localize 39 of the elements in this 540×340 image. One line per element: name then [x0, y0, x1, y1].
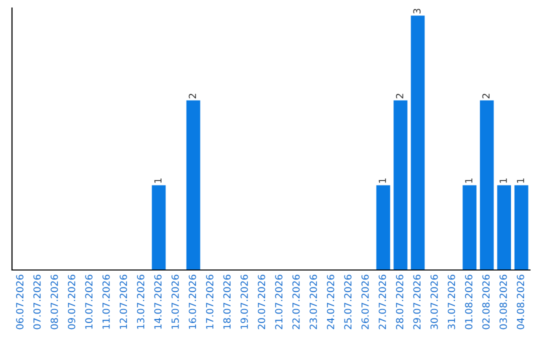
- data-label: 1: [500, 178, 507, 183]
- data-label: 2: [188, 94, 196, 98]
- x-tick-label: 23.07.2026: [310, 274, 317, 330]
- data-label: 1: [516, 178, 524, 183]
- x-tick-label: 21.07.2026: [275, 274, 282, 330]
- x-tick-label: 27.07.2026: [378, 274, 386, 330]
- x-tick-label: 22.07.2026: [292, 274, 300, 330]
- x-tick-label: 06.07.2026: [16, 274, 24, 330]
- x-tick-label: 24.07.2026: [326, 274, 334, 330]
- x-tick-label: 17.07.2026: [206, 274, 214, 329]
- x-tick-label: 14.07.2026: [154, 274, 162, 329]
- x-tick-label: 20.07.2026: [258, 274, 266, 330]
- x-tick-label: 12.07.2026: [120, 274, 128, 329]
- x-tick-label: 11.07.2026: [102, 274, 110, 329]
- x-tick-label: 30.07.2026: [430, 274, 438, 330]
- data-label: 1: [465, 178, 472, 183]
- data-label: 1: [378, 178, 386, 183]
- x-tick-label: 13.07.2026: [136, 274, 144, 329]
- x-tick-label: 10.07.2026: [85, 274, 93, 329]
- x-tick-label: 02.08.2026: [482, 274, 490, 330]
- x-tick-label: 29.07.2026: [413, 274, 421, 330]
- data-label: 2: [482, 94, 490, 98]
- x-tick-label: 28.07.2026: [396, 274, 404, 330]
- data-label: 1: [154, 178, 162, 183]
- x-tick-label: 19.07.2026: [240, 274, 248, 329]
- x-tick-label: 03.08.2026: [500, 274, 507, 330]
- x-tick-label: 09.07.2026: [68, 274, 76, 330]
- x-tick-label: 08.07.2026: [50, 274, 58, 330]
- x-tick-label: 26.07.2026: [361, 274, 369, 330]
- x-tick-label: 18.07.2026: [223, 274, 231, 329]
- x-tick-label: 25.07.2026: [344, 274, 352, 330]
- data-label: 2: [396, 94, 404, 98]
- data-label: 3: [413, 8, 421, 14]
- x-tick-label: 07.07.2026: [33, 274, 41, 330]
- x-tick-label: 01.08.2026: [465, 274, 472, 330]
- x-tick-label: 31.07.2026: [448, 274, 456, 330]
- x-tick-label: 16.07.2026: [188, 274, 196, 329]
- x-tick-label: 15.07.2026: [172, 274, 179, 329]
- x-tick-label: 04.08.2026: [516, 274, 524, 330]
